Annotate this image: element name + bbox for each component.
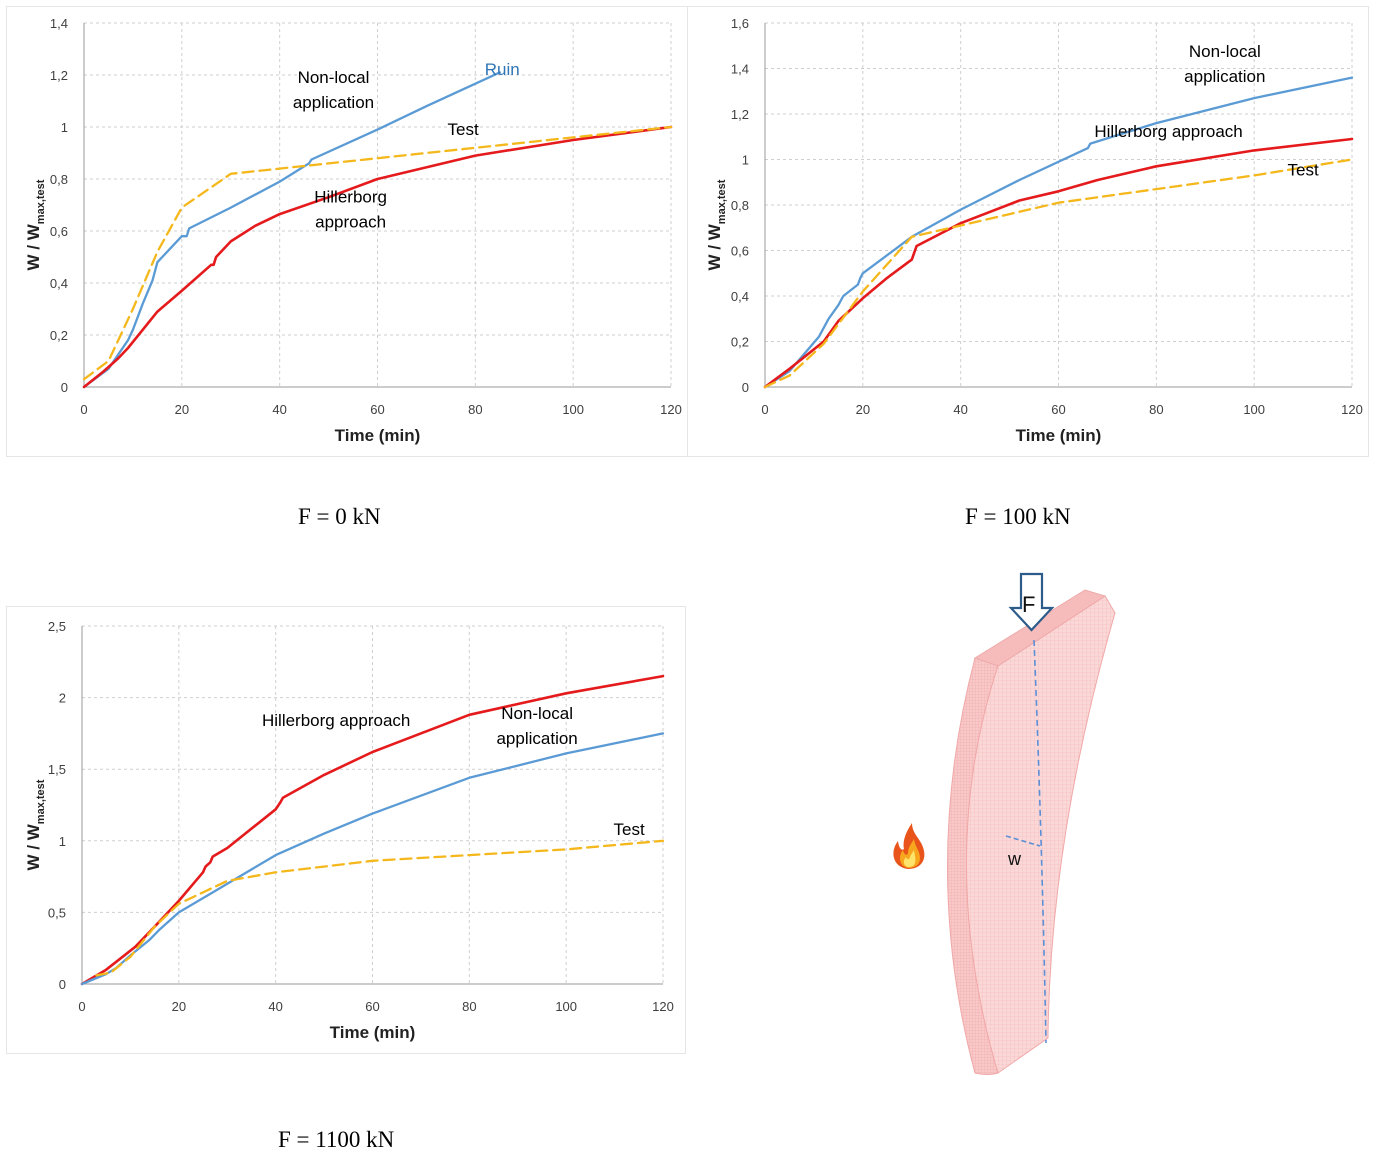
chart-f100: 0 0,2 0,4 0,6 0,8 1 1,2 1,4 1,6 0 20 40 60 80 100 120 Ti… [705, 16, 1363, 445]
y-tick-label: 1 [61, 120, 68, 135]
annotation-label: Ruin [485, 60, 520, 79]
x-tick-label: 100 [555, 999, 577, 1014]
x-tick-label: 120 [652, 999, 674, 1014]
y-tick-label: 1,4 [50, 16, 68, 31]
x-tick-label: 20 [175, 402, 189, 417]
x-tick-label: 40 [268, 999, 282, 1014]
chart-panel-f0: 0 0,2 0,4 0,6 0,8 1 1,2 1,4 0 20 40 60 80 100 120 Time … [6, 6, 688, 457]
annotation-label: Test [448, 120, 479, 139]
force-arrow-icon [1008, 572, 1055, 632]
y-tick-label: 1,4 [731, 62, 749, 77]
x-tick-label: 60 [370, 402, 384, 417]
x-tick-label: 20 [172, 999, 186, 1014]
fire-icon [893, 823, 925, 869]
annotation-label: Hillerborg approach [262, 711, 410, 730]
x-tick-label: 40 [953, 402, 967, 417]
y-tick-label: 2,5 [48, 619, 66, 634]
series-line-hillerborg [82, 125, 673, 389]
chart-f0: 0 0,2 0,4 0,6 0,8 1 1,2 1,4 0 20 40 60 80 100 120 Time … [24, 16, 682, 445]
y-tick-label: 1,6 [731, 16, 749, 31]
x-tick-label: 60 [1051, 402, 1065, 417]
x-tick-label: 60 [365, 999, 379, 1014]
x-tick-label: 100 [562, 402, 584, 417]
y-tick-label: 0 [61, 380, 68, 395]
chart-panel-f1100: 0 0,5 1 1,5 2 2,5 0 20 40 60 80 100 120 Time (min) W /… [6, 606, 686, 1054]
series-line-test [82, 125, 673, 381]
y-tick-label: 1,2 [50, 68, 68, 83]
annotation-label: Non-local application [1184, 42, 1265, 86]
x-tick-label: 0 [761, 402, 768, 417]
y-tick-label: 0,5 [48, 905, 66, 920]
y-tick-label: 1,2 [731, 107, 749, 122]
gridlines [81, 625, 664, 985]
y-tick-label: 0,6 [50, 224, 68, 239]
annotation-label: Hillerborg approach [1094, 122, 1242, 141]
series-line-test [763, 158, 1354, 389]
y-tick-label: 1,5 [48, 762, 66, 777]
annotation-label: Test [1287, 160, 1318, 179]
x-axis-label: Time (min) [1016, 426, 1102, 445]
x-tick-label: 20 [856, 402, 870, 417]
deflection-label: w [1007, 849, 1022, 869]
y-tick-label: 1 [742, 153, 749, 168]
annotation-label: Non-local application [496, 704, 577, 748]
x-tick-label: 0 [80, 402, 87, 417]
y-axis-label: W / Wmax,test [705, 179, 728, 270]
caption-f100: F = 100 kN [965, 504, 1071, 529]
annotation-label: Non-local application [293, 68, 374, 112]
gridlines [83, 22, 672, 388]
y-tick-label: 0,6 [731, 244, 749, 259]
chart-f1100: 0 0,5 1 1,5 2 2,5 0 20 40 60 80 100 120 Time (min) W /… [24, 619, 674, 1042]
wall-centerline [1033, 639, 1047, 1044]
y-axis-label: W / Wmax,test [24, 779, 47, 870]
x-tick-label: 40 [272, 402, 286, 417]
series-line-nonlocal [82, 71, 501, 389]
y-tick-label: 0 [59, 977, 66, 992]
y-tick-label: 0,4 [50, 276, 68, 291]
wall-deflection-illustration: w F [893, 572, 1116, 1075]
series-line-nonlocal [763, 76, 1354, 389]
y-tick-label: 0,2 [731, 335, 749, 350]
x-tick-label: 80 [462, 999, 476, 1014]
y-axis-label: W / Wmax,test [24, 179, 47, 270]
x-axis-label: Time (min) [330, 1023, 416, 1042]
chart-panel-f100: 0 0,2 0,4 0,6 0,8 1 1,2 1,4 1,6 0 20 40 60 80 100 120 Ti… [687, 6, 1369, 457]
series-line-hillerborg [763, 137, 1354, 389]
x-tick-label: 80 [1149, 402, 1163, 417]
x-tick-label: 120 [660, 402, 682, 417]
y-tick-label: 0,8 [50, 172, 68, 187]
deflection-marker [1005, 835, 1041, 847]
series-line-test [95, 839, 665, 977]
force-label: F [1022, 592, 1035, 617]
y-tick-label: 0,8 [731, 198, 749, 213]
y-tick-label: 1 [59, 834, 66, 849]
x-tick-label: 120 [1341, 402, 1363, 417]
y-tick-label: 0 [742, 380, 749, 395]
y-tick-label: 0,4 [731, 289, 749, 304]
x-axis-label: Time (min) [335, 426, 421, 445]
y-tick-label: 2 [59, 691, 66, 706]
x-tick-label: 80 [468, 402, 482, 417]
x-tick-label: 100 [1243, 402, 1265, 417]
annotation-label: Hillerborg approach [314, 187, 387, 231]
x-tick-label: 0 [78, 999, 85, 1014]
caption-f0: F = 0 kN [298, 504, 381, 529]
annotation-label: Test [614, 820, 645, 839]
caption-f1100: F = 1100 kN [278, 1127, 395, 1152]
y-tick-label: 0,2 [50, 328, 68, 343]
